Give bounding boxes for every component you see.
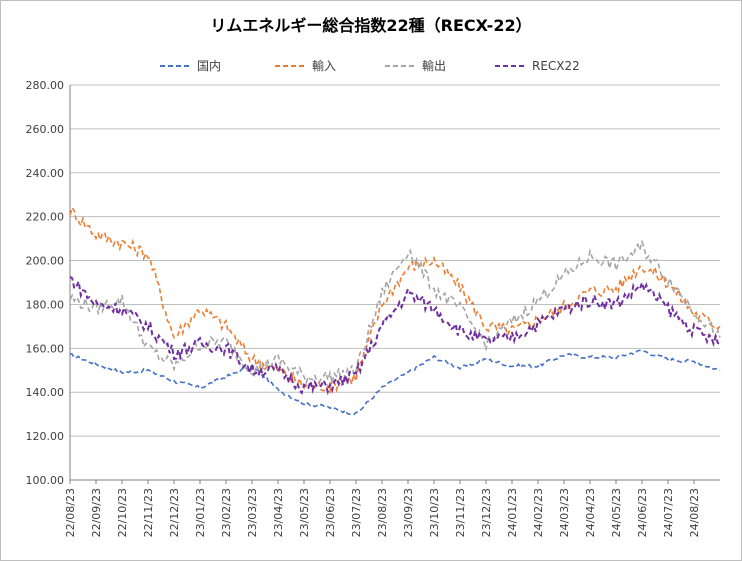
- x-tick-label: 23/11/23: [454, 488, 467, 537]
- x-tick-label: 23/09/23: [402, 488, 415, 537]
- x-tick-label: 22/11/23: [142, 488, 155, 537]
- x-tick-label: 24/01/23: [506, 488, 519, 537]
- legend-label: 輸出: [422, 58, 446, 73]
- x-tick-label: 24/04/23: [584, 488, 597, 537]
- series-line-2: [69, 239, 721, 386]
- x-tick-label: 22/08/23: [64, 488, 77, 537]
- legend: 国内 輸入 輸出 RECX22: [160, 58, 580, 73]
- y-tick-label: 160.00: [26, 342, 65, 355]
- x-tick-label: 23/06/23: [324, 488, 337, 537]
- x-tick-label: 22/10/23: [116, 488, 129, 537]
- x-tick-label: 24/02/23: [532, 488, 545, 537]
- x-tick-label: 23/05/23: [298, 488, 311, 537]
- series-line-0: [69, 349, 721, 416]
- plot-area: [69, 205, 721, 416]
- gridlines: [70, 84, 720, 481]
- legend-label: RECX22: [532, 59, 580, 73]
- x-tick-label: 24/03/23: [558, 488, 571, 537]
- y-tick-label: 200.00: [26, 255, 65, 268]
- x-tick-label: 24/06/23: [636, 488, 649, 537]
- y-tick-label: 280.00: [26, 79, 65, 92]
- x-tick-label: 23/04/23: [272, 488, 285, 537]
- x-tick-label: 23/08/23: [376, 488, 389, 537]
- x-tick-label: 23/03/23: [246, 488, 259, 537]
- x-tick-label: 23/12/23: [480, 488, 493, 537]
- x-tick-label: 24/07/23: [662, 488, 675, 537]
- series-line-3: [69, 275, 721, 396]
- y-axis: 100.00 120.00 140.00 160.00 180.00 200.00 220.…: [26, 79, 71, 487]
- y-tick-label: 100.00: [26, 474, 65, 487]
- series-line-1: [69, 205, 721, 395]
- legend-label: 輸入: [312, 58, 336, 73]
- x-axis: 22/08/23 22/09/23 22/10/23 22/11/23 22/12/23…: [64, 480, 701, 537]
- legend-label: 国内: [197, 59, 221, 73]
- x-tick-label: 23/07/23: [350, 488, 363, 537]
- x-tick-label: 24/08/23: [688, 488, 701, 537]
- y-tick-label: 140.00: [26, 386, 65, 399]
- y-tick-label: 180.00: [26, 298, 65, 311]
- y-tick-label: 260.00: [26, 123, 65, 136]
- x-tick-label: 24/05/23: [610, 488, 623, 537]
- x-tick-label: 23/10/23: [428, 488, 441, 537]
- y-tick-label: 120.00: [26, 430, 65, 443]
- x-tick-label: 23/02/23: [220, 488, 233, 537]
- y-tick-label: 220.00: [26, 211, 65, 224]
- x-tick-label: 22/09/23: [90, 488, 103, 537]
- y-tick-label: 240.00: [26, 167, 65, 180]
- x-tick-label: 22/12/23: [168, 488, 181, 537]
- chart-title: リムエネルギー総合指数22種（RECX-22）: [210, 16, 531, 35]
- x-tick-label: 23/01/23: [194, 488, 207, 537]
